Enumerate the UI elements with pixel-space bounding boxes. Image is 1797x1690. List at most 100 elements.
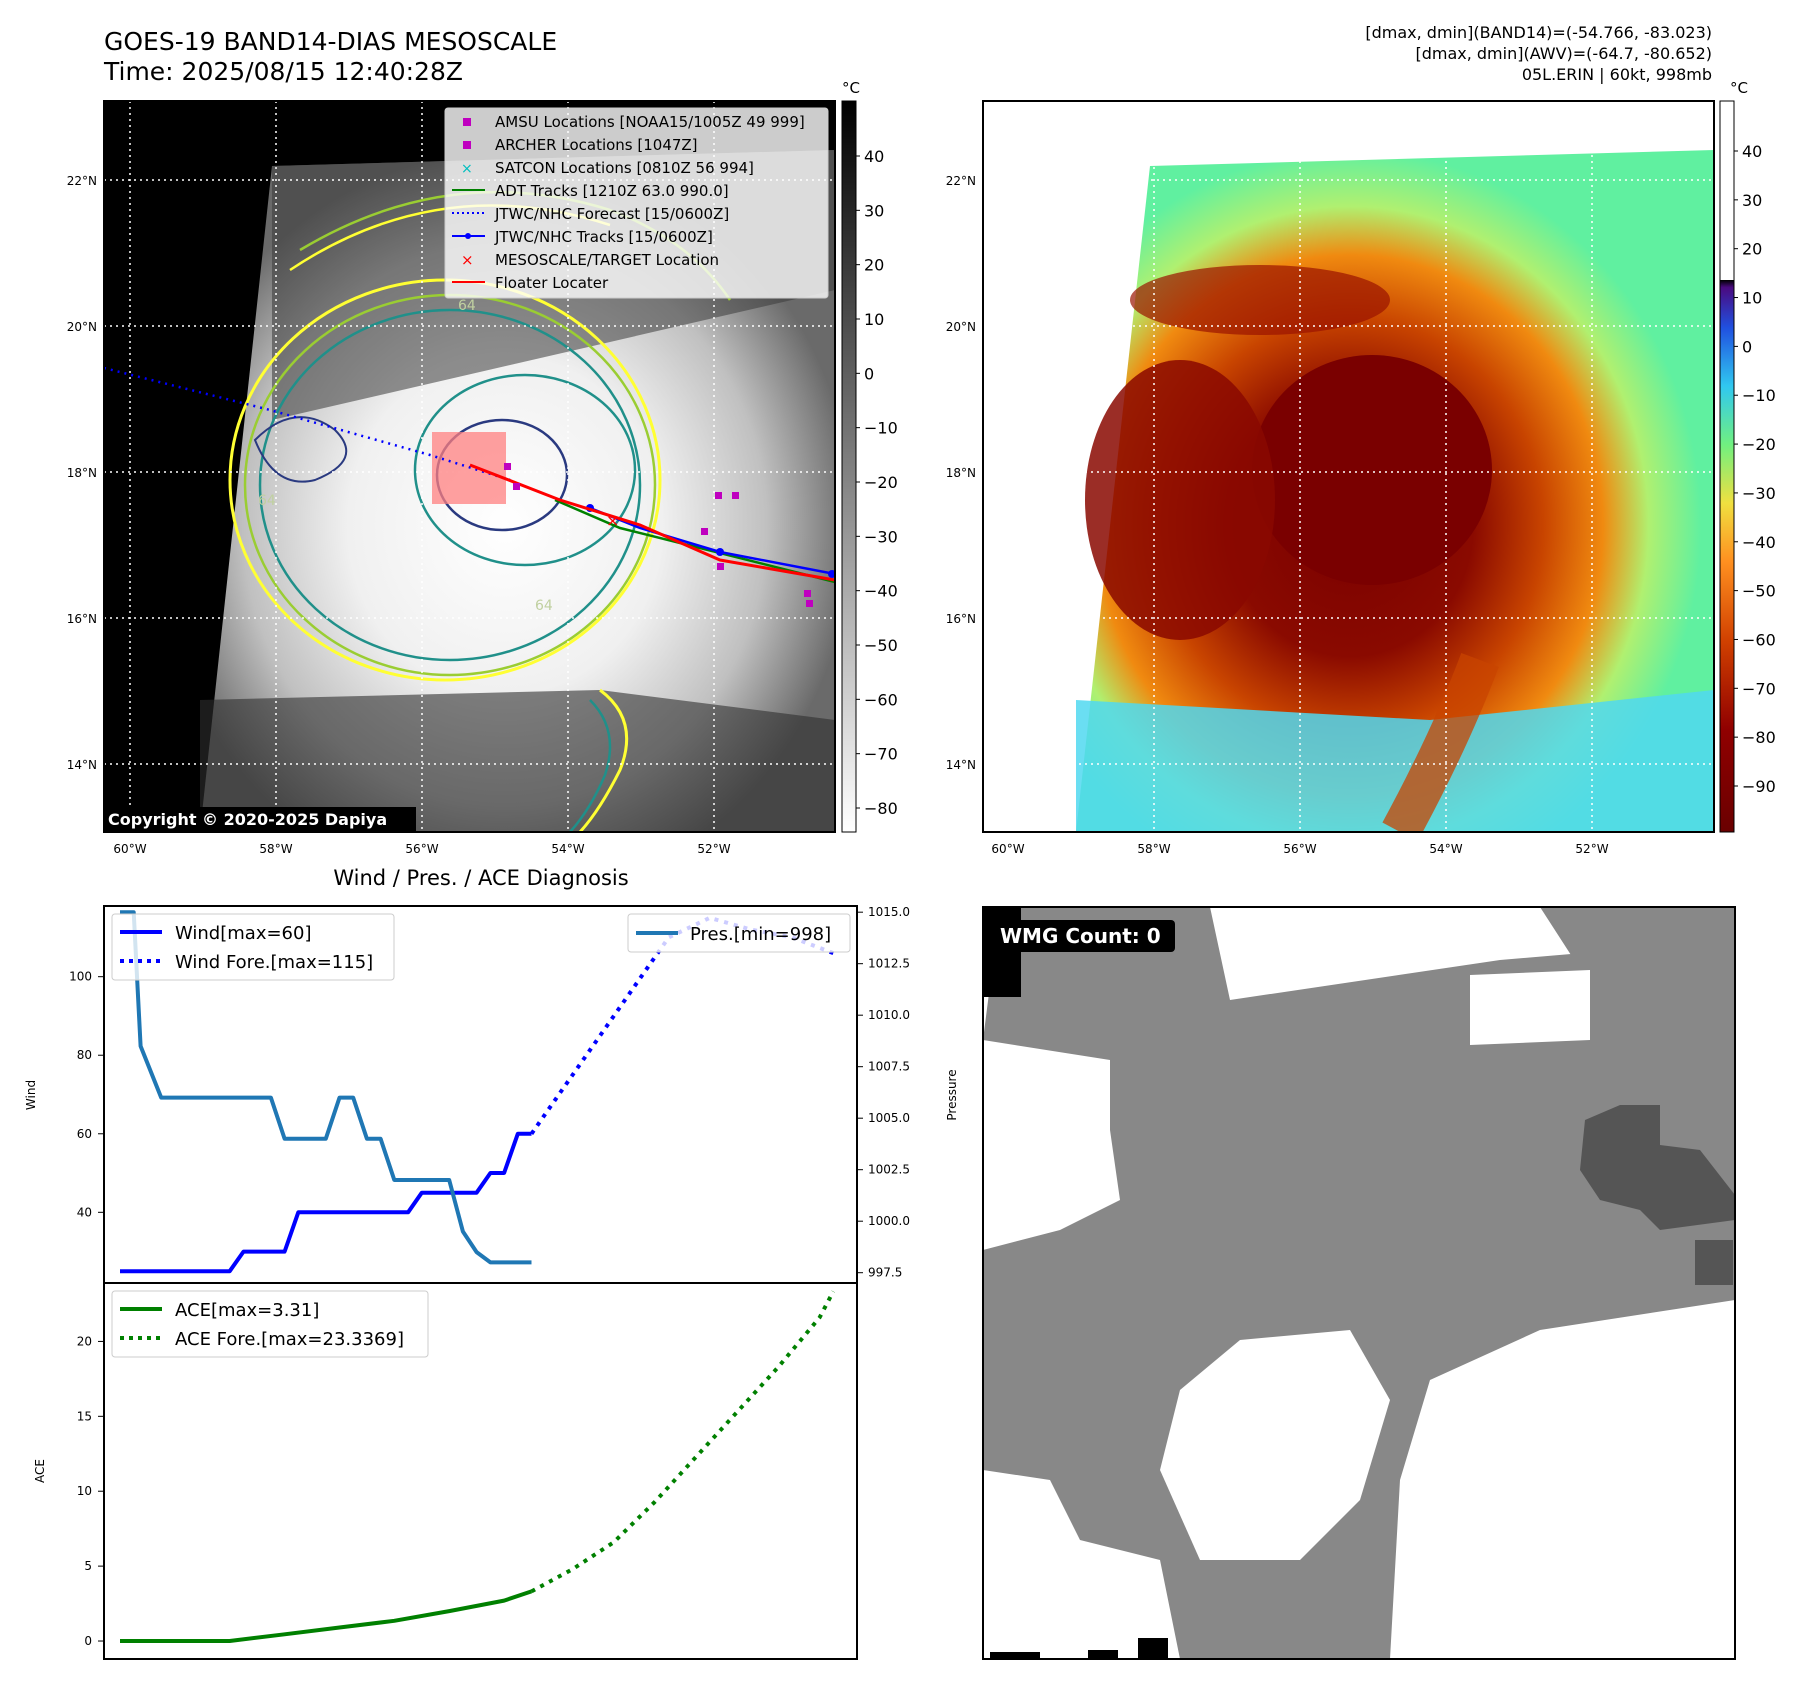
legend-adt: ADT Tracks [1210Z 63.0 990.0] [495, 182, 729, 200]
legend-ace-forecast: ACE Fore.[max=23.3369] [175, 1329, 404, 1350]
wmg-white-hole-2 [1470, 970, 1590, 1045]
ace-ytick-label: 0 [84, 1634, 92, 1648]
lat-label: 14°N [946, 758, 976, 772]
awv-map-panel: 22°N 20°N 18°N 16°N 14°N 60°W 58°W 56°W … [946, 79, 1776, 856]
wmg-white-hole-3 [1230, 925, 1300, 980]
ir-colorbar-tick-label: −60 [864, 690, 898, 709]
adt-track [554, 498, 835, 584]
copyright-text: Copyright © 2020-2025 Dapiya [108, 810, 387, 829]
legend-amsu: AMSU Locations [NOAA15/1005Z 49 999] [495, 113, 805, 131]
wmg-dark-patch [1580, 1105, 1735, 1230]
figure-time: Time: 2025/08/15 12:40:28Z [103, 57, 463, 86]
awv-south-cyan [1076, 690, 1714, 832]
copyright-box [104, 807, 416, 832]
contour-teal-outer [258, 308, 642, 662]
lon-label: 58°W [1137, 842, 1170, 856]
wmg-panel: WMG Count: 0 [982, 906, 1736, 1660]
ir-colorbar-tick-label: −20 [864, 473, 898, 492]
legend-ace: ACE[max=3.31] [175, 1300, 319, 1321]
contour-label: 64 [458, 298, 476, 314]
awv-colorbar-tick-label: −60 [1742, 630, 1776, 649]
legend-wind: Wind[max=60] [175, 923, 312, 944]
ir-colorbar-tick-label: 0 [864, 364, 874, 383]
ir-colorbar: °C 40 30 20 10 0 −10 −20 −30 −40 −50 −60 −70 −80 [841, 79, 898, 833]
ir-colorbar-tick-label: 10 [864, 310, 884, 329]
awv-colorbar-tick-label: −40 [1742, 533, 1776, 552]
ace-series-line [120, 1589, 533, 1643]
nhc-track-point [828, 570, 835, 578]
pressure-ytick-label: 1007.5 [868, 1060, 910, 1074]
nhc-track-point [716, 548, 724, 556]
diagnosis-title: Wind / Pres. / ACE Diagnosis [333, 866, 628, 890]
awv-colorbar-tick-label: −20 [1742, 435, 1776, 454]
legend-target-marker: × [461, 251, 474, 269]
lat-label: 18°N [67, 466, 97, 480]
contour-rainband-south [578, 688, 629, 832]
ir-colorbar-tick-label: −50 [864, 636, 898, 655]
legend-floater: Floater Locater [495, 274, 609, 292]
pressure-legend: Pres.[min=998] [627, 913, 851, 953]
awv-gridlines [983, 101, 1714, 832]
ace-ytick-label: 10 [77, 1484, 92, 1498]
lon-label: 60°W [991, 842, 1024, 856]
lon-label: 58°W [259, 842, 292, 856]
figure-title: GOES-19 BAND14-DIAS MESOSCALE [104, 27, 557, 56]
ir-colorbar-tick-label: −80 [864, 799, 898, 818]
wmg-count-box [992, 920, 1175, 952]
lon-label: 56°W [405, 842, 438, 856]
awv-frame [982, 100, 1715, 833]
wind-forecast-series-line [529, 915, 835, 1135]
awv-colorbar-tick-label: 40 [1742, 142, 1762, 161]
pressure-ytick-label: 1002.5 [868, 1163, 910, 1177]
wmg-frame [982, 906, 1736, 1660]
pressure-ytick-label: 997.5 [868, 1266, 902, 1280]
ace-legend: ACE[max=3.31] ACE Fore.[max=23.3369] [111, 1290, 429, 1358]
lat-label: 16°N [67, 612, 97, 626]
awv-colorbar: °C 40 30 20 10 0 −10 −20 −30 −40 −50 −60 −70 −80 −90 [1719, 79, 1776, 833]
awv-south-band [1382, 652, 1499, 832]
stats-storm: 05L.ERIN | 60kt, 998mb [1522, 65, 1712, 84]
lat-label: 22°N [946, 174, 976, 188]
awv-colorbar-tick-label: −80 [1742, 728, 1776, 747]
colorbar-unit: °C [1730, 79, 1748, 97]
target-x-marker: × [606, 511, 619, 530]
contour-teal-core [413, 373, 637, 567]
lon-label: 60°W [113, 842, 146, 856]
map-frame [103, 100, 836, 833]
ir-colorbar-tick-label: 40 [864, 147, 884, 166]
pressure-ytick-label: 1015.0 [868, 905, 910, 919]
ace-ytick-label: 15 [77, 1409, 92, 1423]
amsu-markers [504, 463, 813, 607]
awv-north-band [1130, 265, 1390, 335]
awv-colorbar-tick-label: −90 [1742, 777, 1776, 796]
legend-nhc-tracks: JTWC/NHC Tracks [15/0600Z] [494, 228, 713, 246]
ace-chart: ACE 0 5 10 15 20 ACE[max=3.31] ACE Fore.[max… [33, 1282, 858, 1660]
map-legend: AMSU Locations [NOAA15/1005Z 49 999] ARC… [444, 107, 829, 299]
lon-label: 54°W [1429, 842, 1462, 856]
ir-map-panel: × 64 64 64 AMSU Locations [NOAA15/1005Z … [67, 79, 898, 856]
wind-legend: Wind[max=60] Wind Fore.[max=115] [111, 913, 395, 981]
wind-ytick-label: 80 [77, 1048, 92, 1062]
wind-axis-label: Wind [24, 1080, 38, 1110]
contour-label: 64 [258, 493, 276, 509]
lon-label: 56°W [1283, 842, 1316, 856]
wmg-black-block [1138, 1638, 1168, 1659]
wmg-black-block [990, 1652, 1040, 1659]
colorbar-unit: °C [842, 79, 860, 97]
legend-forecast: JTWC/NHC Forecast [15/0600Z] [494, 205, 729, 223]
stats-band14: [dmax, dmin](BAND14)=(-54.766, -83.023) [1365, 23, 1712, 42]
pressure-ytick-label: 1005.0 [868, 1111, 910, 1125]
legend-satcon-marker: × [461, 161, 473, 177]
lon-label: 52°W [697, 842, 730, 856]
lat-label: 20°N [946, 320, 976, 334]
lat-label: 16°N [946, 612, 976, 626]
lat-label: 20°N [67, 320, 97, 334]
ir-colorbar-tick-label: −70 [864, 745, 898, 764]
wmg-black-block [1088, 1650, 1118, 1659]
pressure-ytick-label: 1000.0 [868, 1214, 910, 1228]
wmg-count-label: WMG Count: 0 [1000, 924, 1161, 948]
forecast-track [104, 366, 511, 482]
legend-archer: ARCHER Locations [1047Z] [495, 136, 698, 154]
legend-wind-forecast: Wind Fore.[max=115] [175, 952, 373, 973]
